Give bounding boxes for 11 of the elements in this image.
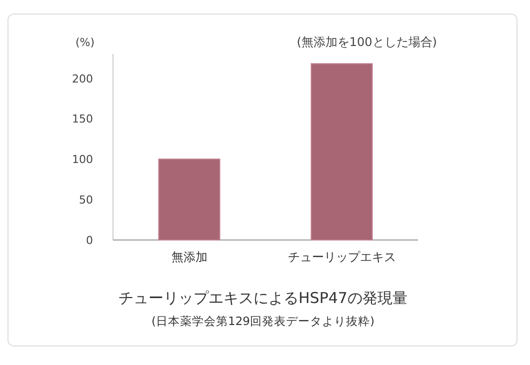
title: チューリップエキスによるHSP47の発現量 [118,289,408,307]
ytick: 0 [86,234,93,247]
ytick: 150 [72,112,93,126]
ylabel: (%) [75,36,95,49]
ytick: 50 [79,194,93,207]
xtick: 無添加 [171,250,208,264]
annotation: (日本薬学会第129回発表データより抜粋) [152,314,374,328]
ytick: 200 [72,72,93,86]
xtick: チューリップエキス [288,250,396,264]
ytick: 100 [72,153,93,166]
annotation: (無添加を100とした場合) [296,35,437,49]
